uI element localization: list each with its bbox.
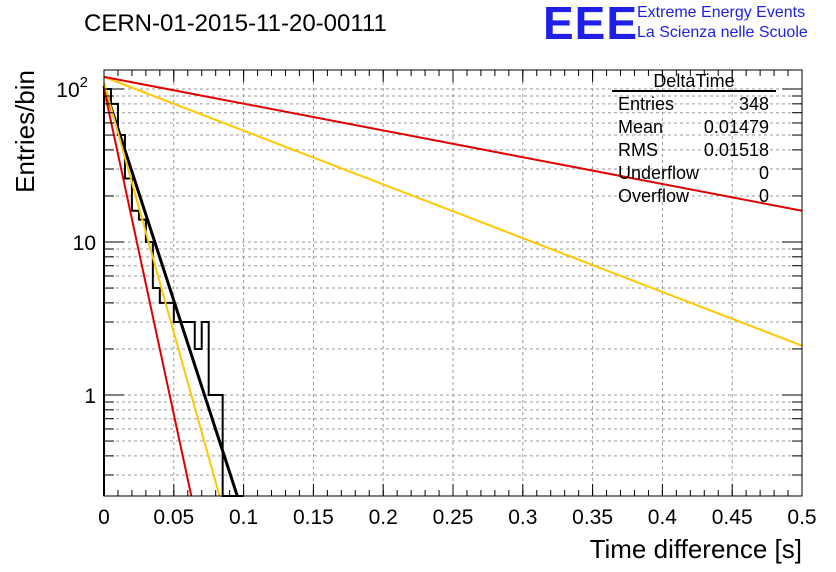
x-tick-label: 0 — [98, 506, 110, 529]
y-tick-label: 1 — [84, 385, 96, 408]
fit-line-3 — [103, 88, 193, 496]
grid — [104, 70, 802, 496]
stats-label: Underflow — [618, 163, 700, 183]
histogram — [103, 88, 244, 497]
axes: 0 0.05 0.1 0.15 0.2 0.25 0.3 0.35 0.4 0.45 0.5 1 10 1… — [56, 70, 817, 529]
fit-line-2 — [103, 82, 221, 496]
stats-value: 348 — [739, 94, 769, 114]
x-tick-label: 0.35 — [572, 506, 613, 529]
stats-label: Entries — [618, 94, 674, 114]
stats-label: Overflow — [618, 186, 690, 206]
x-tick-label: 0.25 — [433, 506, 474, 529]
fit-curves — [102, 75, 803, 497]
stats-value: 0 — [759, 163, 769, 183]
eee-logo: EEE — [543, 0, 639, 49]
fit-line-5 — [103, 75, 803, 212]
x-tick-label: 0.45 — [712, 506, 753, 529]
chart-title: CERN-01-2015-11-20-00111 — [84, 10, 387, 37]
stats-label: RMS — [618, 140, 658, 160]
x-axis-label: Time difference [s] — [590, 534, 802, 564]
y-axis-label: Entries/bin — [10, 70, 40, 193]
y-tick-label: 10 — [73, 232, 96, 255]
stats-box: DeltaTime Entries 348 Mean 0.01479 RMS 0.01518… — [612, 71, 776, 206]
stats-title: DeltaTime — [653, 71, 734, 91]
stats-label: Mean — [618, 117, 663, 137]
x-tick-label: 0.4 — [648, 506, 678, 529]
y-tick-label: 102 — [56, 74, 88, 102]
x-tick-label: 0.3 — [508, 506, 537, 529]
x-tick-label: 0.1 — [229, 506, 258, 529]
eee-logo-line2: La Scienza nelle Scuole — [637, 24, 808, 41]
stats-value: 0.01518 — [704, 140, 769, 160]
x-tick-label: 0.5 — [787, 506, 816, 529]
x-tick-label: 0.05 — [153, 506, 194, 529]
stats-value: 0 — [759, 186, 769, 206]
fit-line-1 — [102, 85, 239, 497]
x-tick-label: 0.2 — [369, 506, 398, 529]
eee-logo-line1: Extreme Energy Events — [637, 4, 806, 21]
x-tick-label: 0.15 — [293, 506, 334, 529]
histogram-outline — [103, 88, 244, 497]
fit-line-4 — [103, 75, 803, 347]
stats-value: 0.01479 — [704, 117, 769, 137]
